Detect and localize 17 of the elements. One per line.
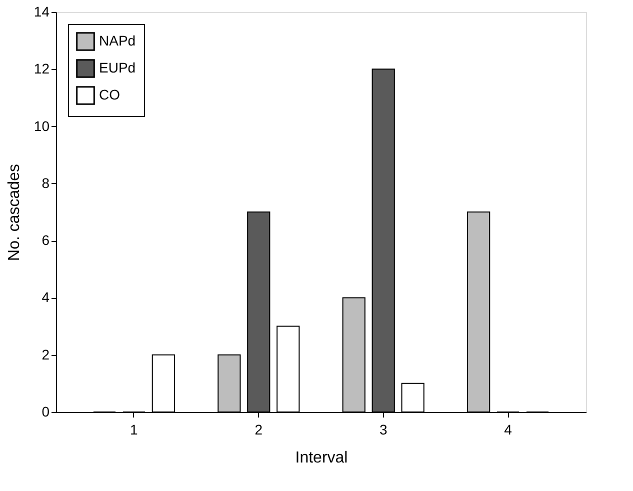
y-tick-label: 10 — [34, 118, 50, 134]
y-tick-label: 12 — [34, 60, 50, 77]
y-tick-label: 2 — [42, 346, 50, 362]
x-tick-label: 4 — [504, 422, 512, 438]
y-tick-label: 6 — [42, 232, 50, 248]
y-tick-label: 0 — [42, 404, 50, 420]
x-tick-label: 3 — [379, 422, 388, 438]
y-tick-label: 8 — [42, 174, 50, 191]
y-axis-title: No. cascades — [6, 164, 23, 261]
legend-label: EUPd — [99, 60, 136, 76]
legend-label: CO — [99, 86, 120, 102]
x-tick-label: 1 — [130, 422, 138, 438]
x-tick-label: 2 — [254, 422, 263, 438]
y-tick-label: 14 — [34, 4, 50, 20]
y-tick-label: 4 — [42, 289, 50, 306]
x-axis-title: Interval — [295, 450, 348, 466]
legend-label: NAPd — [99, 32, 136, 48]
